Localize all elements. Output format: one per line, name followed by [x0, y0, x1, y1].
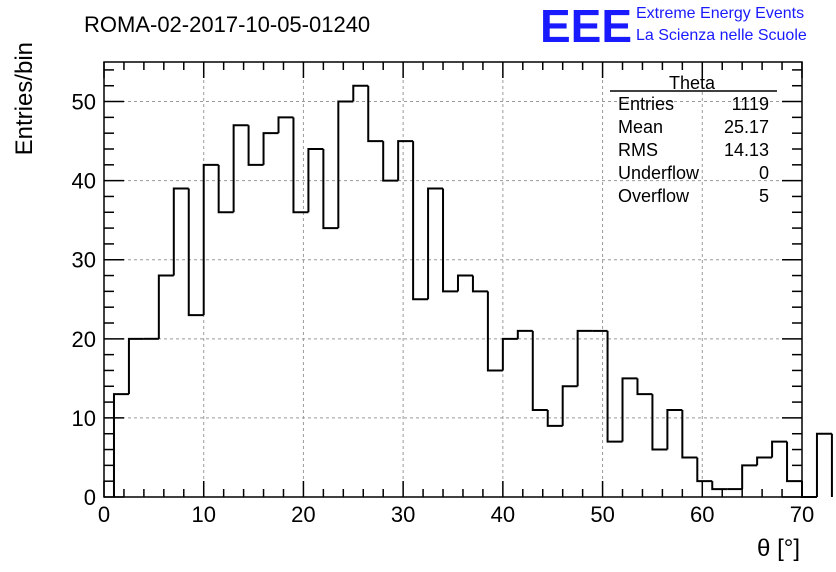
- histogram-bin: [202, 163, 219, 316]
- x-tick-label: 40: [491, 502, 515, 527]
- y-axis-title: Entries/bin: [11, 42, 38, 155]
- stats-label-entries: Entries: [618, 94, 674, 114]
- histogram-bin: [217, 164, 234, 214]
- y-tick-label: 30: [72, 248, 96, 273]
- histogram-bin: [442, 188, 458, 293]
- brand-logo: EEE: [540, 0, 632, 52]
- histogram-bin: [471, 275, 488, 293]
- histogram-bin: [546, 410, 563, 427]
- histogram-bin: [292, 117, 309, 214]
- histogram-bin: [456, 274, 473, 292]
- grid: [104, 62, 802, 497]
- histogram-bin: [337, 100, 354, 229]
- stats-title: Theta: [669, 73, 716, 93]
- histogram-bin: [621, 377, 638, 442]
- histogram-bin: [187, 188, 204, 317]
- histogram-bin: [501, 337, 518, 371]
- histogram-bin: [741, 464, 758, 490]
- y-tick-label: 10: [72, 406, 96, 431]
- x-tick-label: 20: [291, 502, 315, 527]
- chart-title: ROMA-02-2017-10-05-01240: [84, 12, 370, 37]
- x-axis-title: θ [°]: [757, 535, 800, 562]
- histogram-bin: [486, 291, 503, 372]
- histogram-bin: [771, 440, 788, 458]
- x-tick-label: 0: [98, 502, 110, 527]
- brand-line-1: Extreme Energy Events: [636, 5, 804, 22]
- stats-label-underflow: Underflow: [618, 163, 700, 183]
- y-tick-label: 20: [72, 327, 96, 352]
- histogram-bin: [112, 393, 129, 497]
- histogram-bin: [412, 141, 429, 301]
- histogram-bars: [112, 84, 833, 498]
- x-tick-label: 60: [690, 502, 714, 527]
- histogram-bin: [636, 378, 653, 396]
- histogram-bin: [172, 187, 189, 276]
- histogram-bin: [307, 148, 324, 213]
- histogram-bin: [651, 394, 668, 451]
- histogram-bin: [606, 330, 623, 443]
- histogram-bin: [262, 132, 279, 165]
- y-tick-label: 50: [72, 90, 96, 115]
- histogram-bin: [367, 85, 384, 143]
- x-tick-label: 30: [391, 502, 415, 527]
- x-tick-label: 10: [191, 502, 215, 527]
- histogram-bin: [247, 125, 264, 166]
- x-tick-label: 50: [590, 502, 614, 527]
- histogram-bin: [157, 274, 174, 339]
- stats-value-rms: 14.13: [724, 140, 769, 160]
- plot-frame: [103, 61, 803, 498]
- y-tick-label: 40: [72, 169, 96, 194]
- brand-line-2: La Scienza nelle Scuole: [636, 27, 807, 44]
- x-tick-label: 70: [790, 502, 814, 527]
- histogram-bin: [127, 337, 144, 395]
- stats-value-overflow: 5: [759, 186, 769, 206]
- stats-value-entries: 1119: [732, 94, 769, 114]
- stats-label-overflow: Overflow: [618, 186, 690, 206]
- y-tick-label: 0: [84, 485, 96, 510]
- stats-label-rms: RMS: [618, 140, 658, 160]
- stats-box: Theta Entries 1119 Mean 25.17 RMS 14.13 …: [610, 73, 777, 206]
- histogram-bin: [815, 432, 832, 497]
- histogram-bin: [232, 124, 249, 213]
- histogram-bin: [322, 149, 339, 230]
- histogram-bin: [561, 385, 578, 426]
- stats-label-mean: Mean: [618, 117, 663, 137]
- histogram-bin: [382, 141, 399, 182]
- histogram-bin: [277, 116, 294, 134]
- histogram-bin: [681, 410, 698, 459]
- histogram-bin: [352, 84, 369, 102]
- histogram-bin: [666, 409, 683, 450]
- histogram-bin: [756, 456, 773, 466]
- histogram-bin: [576, 329, 593, 387]
- histogram-bin: [696, 457, 713, 483]
- histogram-bin: [397, 140, 414, 181]
- histogram-bin: [427, 187, 444, 300]
- histogram-bin: [531, 330, 548, 411]
- histogram-bin: [801, 481, 817, 498]
- histogram-bin: [516, 329, 533, 339]
- histogram-bin: [786, 441, 802, 483]
- stats-value-mean: 25.17: [724, 117, 769, 137]
- histogram-bin: [711, 481, 728, 491]
- stats-value-underflow: 0: [759, 163, 769, 183]
